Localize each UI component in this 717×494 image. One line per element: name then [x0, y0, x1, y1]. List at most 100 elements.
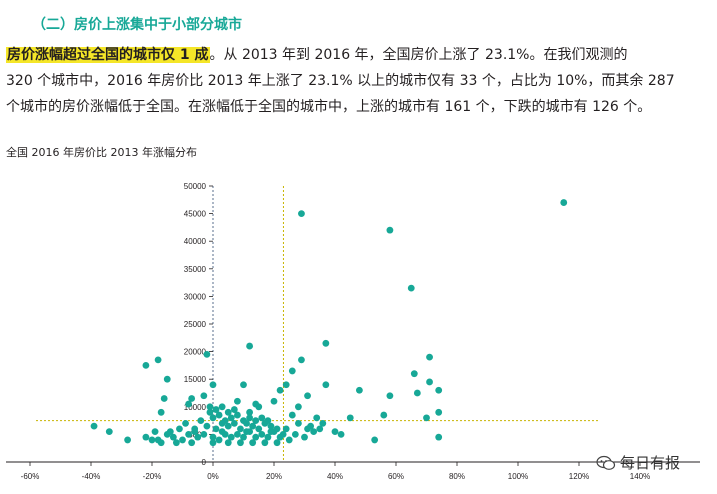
data-point — [304, 392, 311, 400]
paragraph-line-2: 320 个城市中，2016 年房价比 2013 年上涨了 23.1% 以上的城市… — [6, 73, 675, 89]
data-point — [200, 431, 208, 438]
data-point — [246, 342, 254, 350]
data-point — [249, 422, 257, 430]
data-point — [182, 419, 189, 427]
body-paragraph: 房价涨幅超过全国的城市仅 1 成。从 2013 年到 2016 年，全国房价上涨… — [6, 42, 706, 120]
scatter-chart: 0500010000150002000025000300003500040000… — [6, 182, 700, 481]
data-point — [224, 422, 232, 430]
data-point — [291, 431, 299, 438]
data-point — [212, 425, 220, 433]
data-point — [224, 439, 232, 447]
data-point — [276, 386, 284, 394]
data-point — [356, 386, 363, 394]
data-point — [413, 389, 421, 397]
data-point — [227, 433, 235, 441]
data-point — [298, 210, 305, 217]
data-point — [337, 431, 345, 438]
data-point — [209, 439, 217, 447]
data-point — [221, 417, 229, 424]
data-point — [173, 439, 180, 447]
highlighted-phrase: 房价涨幅超过全国的城市仅 1 成 — [6, 47, 210, 63]
x-tick-label: 40% — [327, 472, 343, 481]
data-point — [209, 433, 217, 441]
data-point — [234, 431, 241, 438]
y-tick-label: 0 — [202, 458, 207, 467]
data-point — [154, 436, 162, 444]
data-point — [227, 414, 235, 422]
data-point — [322, 381, 330, 389]
data-point — [282, 381, 290, 389]
data-point — [240, 433, 247, 441]
data-point — [160, 395, 168, 402]
y-tick-label: 35000 — [184, 265, 207, 274]
data-point — [197, 417, 205, 424]
data-point — [252, 433, 260, 441]
y-tick-label: 25000 — [184, 320, 207, 329]
data-point — [435, 408, 443, 416]
data-point — [331, 428, 339, 436]
y-tick-label: 20000 — [184, 348, 207, 357]
data-point — [380, 411, 388, 419]
x-tick-label: 60% — [388, 472, 404, 481]
data-point — [142, 362, 150, 369]
data-point — [560, 199, 568, 206]
data-point — [200, 392, 208, 400]
data-point — [154, 356, 162, 364]
data-point — [185, 431, 193, 438]
data-point — [237, 439, 244, 447]
data-point — [209, 414, 217, 422]
data-point — [267, 428, 275, 436]
data-point — [258, 414, 266, 422]
data-point — [255, 403, 263, 411]
data-point — [319, 419, 327, 427]
x-tick-label: -20% — [143, 472, 162, 481]
data-point — [301, 433, 308, 441]
data-point — [206, 403, 214, 411]
data-point — [310, 428, 318, 436]
data-point — [322, 339, 330, 347]
data-point — [124, 436, 131, 444]
data-point — [90, 422, 98, 430]
data-point — [209, 381, 217, 389]
x-tick-label: 100% — [508, 472, 528, 481]
data-point — [105, 428, 113, 436]
y-tick-label: 10000 — [184, 403, 207, 412]
data-point — [212, 406, 220, 413]
data-point — [249, 439, 257, 447]
data-point — [426, 378, 433, 386]
data-point — [185, 400, 193, 408]
data-point — [234, 411, 241, 419]
data-point — [157, 408, 165, 416]
data-point — [218, 403, 226, 411]
paragraph-line-3: 个城市的房价涨幅低于全国。在涨幅低于全国的城市中，上涨的城市有 161 个，下跌… — [6, 99, 652, 115]
data-point — [298, 356, 305, 364]
data-point — [270, 397, 278, 405]
data-point — [240, 381, 247, 389]
watermark: 每日有报 — [596, 452, 680, 473]
data-point — [176, 425, 183, 433]
y-tick-label: 45000 — [184, 210, 207, 219]
data-point — [276, 433, 284, 441]
data-point — [188, 395, 196, 402]
data-point — [371, 436, 379, 444]
y-tick-label: 50000 — [184, 182, 207, 191]
data-point — [230, 419, 238, 427]
data-point — [307, 422, 314, 430]
data-point — [288, 411, 296, 419]
x-tick-label: 140% — [630, 472, 650, 481]
data-point — [224, 408, 232, 416]
data-point — [258, 431, 266, 438]
data-point — [142, 433, 150, 441]
x-tick-label: 20% — [266, 472, 282, 481]
data-point — [313, 414, 321, 422]
x-tick-label: 120% — [569, 472, 589, 481]
data-point — [288, 367, 296, 375]
data-point — [246, 414, 254, 422]
data-point — [282, 425, 290, 433]
data-point — [295, 403, 302, 411]
data-point — [194, 433, 202, 441]
data-point — [435, 386, 443, 394]
data-point — [169, 433, 177, 441]
data-point — [230, 406, 238, 413]
data-point — [188, 439, 196, 447]
